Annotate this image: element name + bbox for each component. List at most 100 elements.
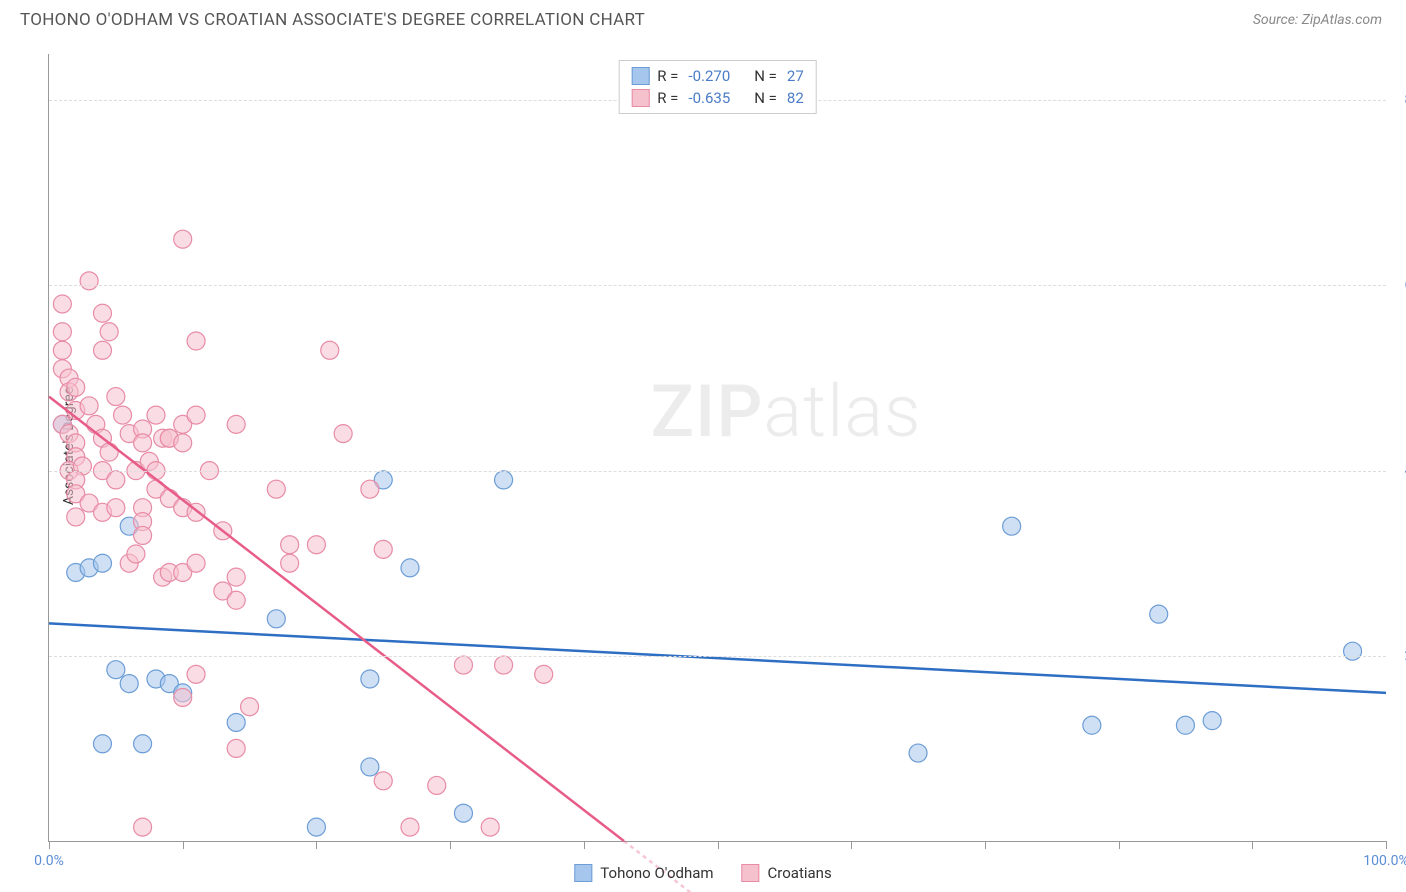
- data-point: [100, 443, 118, 461]
- data-point: [53, 323, 71, 341]
- data-point: [134, 818, 152, 836]
- data-point: [107, 388, 125, 406]
- data-point: [93, 341, 111, 359]
- data-point: [100, 323, 118, 341]
- data-point: [107, 661, 125, 679]
- data-point: [334, 425, 352, 443]
- x-tick: [1386, 841, 1387, 849]
- x-tick: [49, 841, 50, 849]
- data-point: [401, 559, 419, 577]
- x-tick: [316, 841, 317, 849]
- y-tick-label: 60.0%: [1392, 277, 1406, 293]
- data-point: [80, 397, 98, 415]
- x-tick: [985, 841, 986, 849]
- data-point: [174, 230, 192, 248]
- legend-series-item: Croatians: [742, 864, 832, 882]
- data-point: [1203, 712, 1221, 730]
- data-point: [227, 591, 245, 609]
- data-point: [187, 554, 205, 572]
- data-point: [361, 670, 379, 688]
- data-point: [374, 540, 392, 558]
- data-point: [1003, 517, 1021, 535]
- legend-series-item: Tohono O'odham: [574, 864, 713, 882]
- data-point: [1176, 716, 1194, 734]
- data-point: [267, 610, 285, 628]
- data-point: [307, 818, 325, 836]
- data-point: [401, 818, 419, 836]
- series-legend: Tohono O'odham Croatians: [574, 864, 831, 882]
- data-point: [1344, 642, 1362, 660]
- r-label: R =: [657, 89, 678, 107]
- legend-swatch: [631, 89, 649, 107]
- data-point: [374, 772, 392, 790]
- data-point: [67, 508, 85, 526]
- n-label: N =: [754, 89, 777, 107]
- legend-swatch: [631, 67, 649, 85]
- x-tick: [851, 841, 852, 849]
- legend-swatch: [742, 864, 760, 882]
- data-point: [187, 665, 205, 683]
- data-point: [227, 568, 245, 586]
- data-point: [281, 536, 299, 554]
- n-label: N =: [754, 67, 777, 85]
- gridline: [49, 285, 1386, 286]
- trend-line: [49, 397, 624, 841]
- legend-stat-row: R =-0.635N =82: [631, 87, 804, 109]
- x-tick: [1119, 841, 1120, 849]
- data-point: [361, 480, 379, 498]
- data-point: [93, 735, 111, 753]
- data-point: [281, 554, 299, 572]
- data-point: [227, 713, 245, 731]
- y-tick-label: 20.0%: [1392, 648, 1406, 664]
- data-point: [1150, 605, 1168, 623]
- data-point: [187, 332, 205, 350]
- data-point: [227, 739, 245, 757]
- header: TOHONO O'ODHAM VS CROATIAN ASSOCIATE'S D…: [0, 0, 1406, 34]
- data-point: [107, 471, 125, 489]
- data-point: [495, 471, 513, 489]
- data-point: [535, 665, 553, 683]
- data-point: [147, 406, 165, 424]
- x-tick: [1252, 841, 1253, 849]
- data-point: [241, 698, 259, 716]
- data-point: [127, 545, 145, 563]
- data-point: [267, 480, 285, 498]
- x-tick-label: 100.0%: [1363, 853, 1406, 869]
- chart-title: TOHONO O'ODHAM VS CROATIAN ASSOCIATE'S D…: [20, 10, 645, 30]
- data-point: [174, 434, 192, 452]
- data-point: [187, 406, 205, 424]
- data-point: [134, 735, 152, 753]
- x-tick-label: 0.0%: [34, 853, 64, 869]
- x-tick: [718, 841, 719, 849]
- data-point: [134, 526, 152, 544]
- data-point: [53, 295, 71, 313]
- trend-line: [49, 623, 1386, 692]
- data-point: [53, 341, 71, 359]
- y-tick-label: 80.0%: [1392, 92, 1406, 108]
- chart-plot-area: ZIPatlas R =-0.270N =27R =-0.635N =82 20…: [48, 54, 1386, 842]
- data-point: [67, 378, 85, 396]
- chart-svg: [49, 54, 1386, 841]
- data-point: [174, 688, 192, 706]
- data-point: [321, 341, 339, 359]
- x-tick: [183, 841, 184, 849]
- data-point: [1083, 716, 1101, 734]
- r-label: R =: [657, 67, 678, 85]
- data-point: [428, 776, 446, 794]
- y-tick-label: 40.0%: [1392, 463, 1406, 479]
- data-point: [107, 499, 125, 517]
- legend-series-label: Tohono O'odham: [600, 864, 713, 882]
- gridline: [49, 656, 1386, 657]
- legend-swatch: [574, 864, 592, 882]
- source-label: Source: ZipAtlas.com: [1253, 12, 1382, 28]
- legend-series-label: Croatians: [768, 864, 832, 882]
- x-tick: [584, 841, 585, 849]
- x-tick: [450, 841, 451, 849]
- data-point: [307, 536, 325, 554]
- data-point: [80, 272, 98, 290]
- data-point: [93, 304, 111, 322]
- data-point: [120, 675, 138, 693]
- r-value: -0.635: [688, 89, 730, 107]
- data-point: [93, 554, 111, 572]
- data-point: [361, 758, 379, 776]
